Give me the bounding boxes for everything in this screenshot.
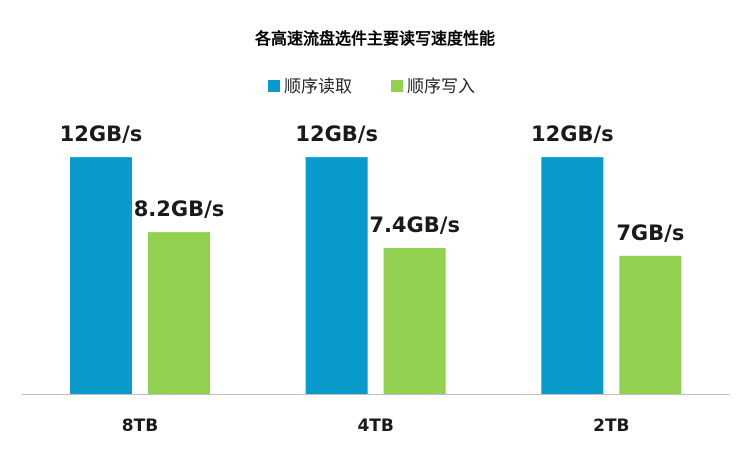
data-label-4TB-series-1: 12GB/s <box>295 122 378 146</box>
category-label-2TB: 2TB <box>593 416 629 436</box>
bar-8TB-series-1 <box>70 157 132 394</box>
bar-2TB-series-1 <box>541 157 604 394</box>
data-label-4TB-series-2: 7.4GB/s <box>369 213 460 237</box>
bar-2TB-series-2 <box>619 255 682 394</box>
bars-group <box>70 157 682 394</box>
bar-4TB-series-2 <box>383 247 446 394</box>
data-label-8TB-series-2: 8.2GB/s <box>134 197 225 221</box>
category-label-8TB: 8TB <box>122 416 158 436</box>
legend-swatch-2 <box>391 80 403 92</box>
data-label-2TB-series-2: 7GB/s <box>616 221 684 245</box>
data-label-8TB-series-1: 12GB/s <box>60 122 143 146</box>
bar-4TB-series-1 <box>305 157 368 394</box>
bar-8TB-series-2 <box>148 232 210 394</box>
legend-label-1: 顺序读取 <box>284 77 352 97</box>
data-label-2TB-series-1: 12GB/s <box>531 122 614 146</box>
legend: 顺序读取 顺序写入 <box>268 77 475 97</box>
category-label-4TB: 4TB <box>357 416 393 436</box>
legend-swatch-1 <box>268 80 280 92</box>
chart-title: 各高速流盘选件主要读写速度性能 <box>254 29 495 48</box>
labels-group: 12GB/s 8.2GB/s 8TB 12GB/s 7.4GB/s 4TB 12GB/s 7G… <box>60 122 685 436</box>
legend-label-2: 顺序写入 <box>407 77 475 97</box>
